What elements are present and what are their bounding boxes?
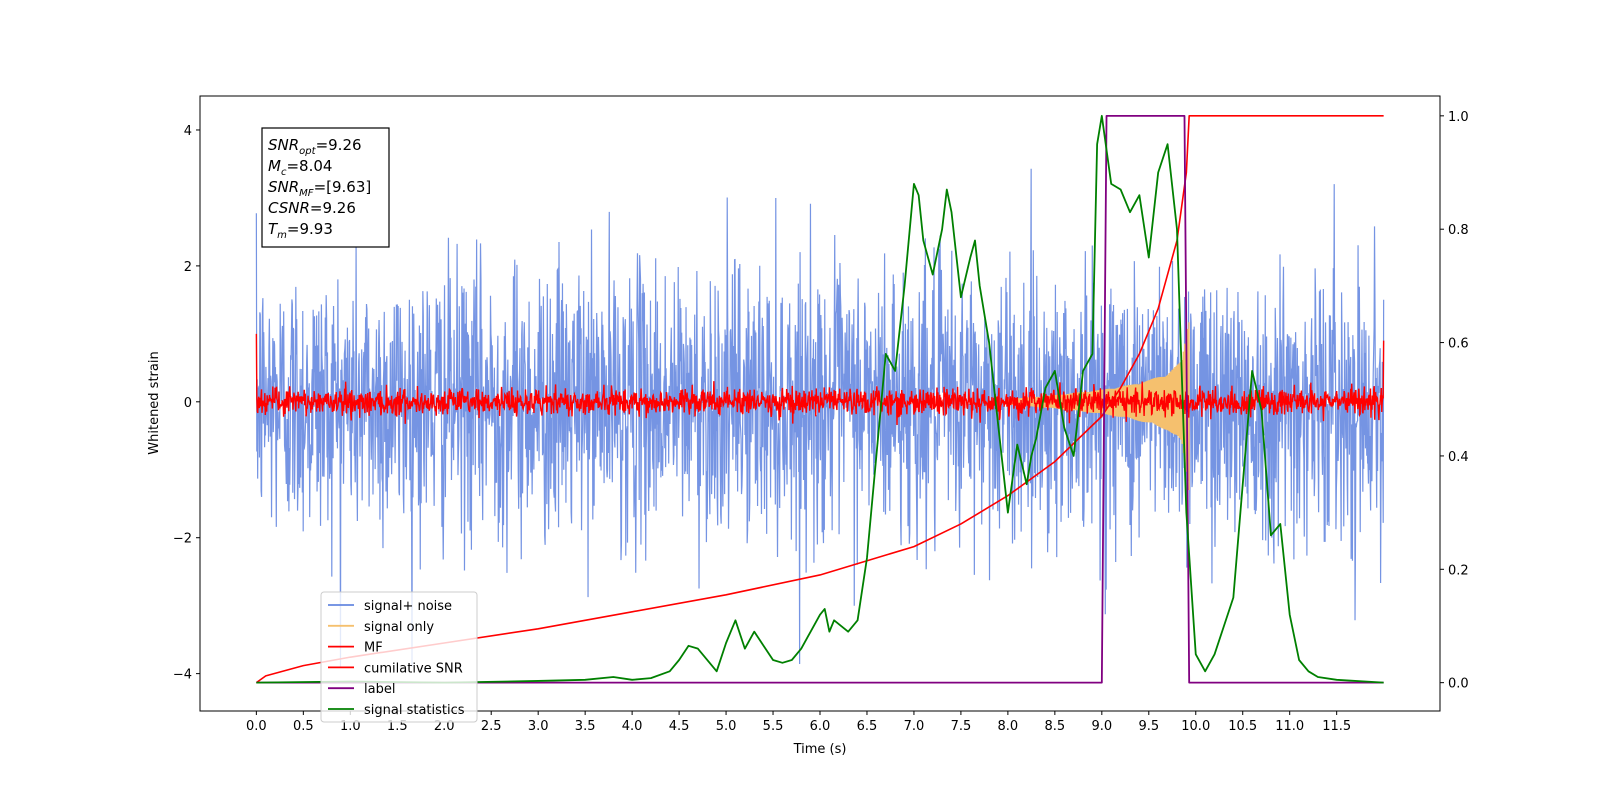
x-tick-label: 4.5: [669, 719, 690, 734]
x-tick-label: 1.5: [387, 719, 408, 734]
x-tick-label: 5.0: [716, 719, 737, 734]
legend-label: MF: [364, 641, 383, 656]
axes-layer: 0.0 0.5 1.0 1.5 2.0 2.5 3.0 3.5 4.0 4.5 5.0 5.5 6.0 6…: [173, 110, 1469, 734]
y-tick-label: 0: [184, 396, 192, 411]
legend-label: label: [364, 682, 395, 697]
y-right-tick-label: 0.6: [1448, 337, 1469, 352]
y-tick-label: 2: [184, 260, 192, 275]
legend: signal+ noise signal only MF cumilative SNR…: [320, 591, 478, 723]
x-tick-label: 0.5: [293, 719, 314, 734]
y-tick-label: −2: [173, 532, 192, 547]
series-label-line: [256, 114, 1384, 684]
series-signal-statistics-line: [256, 114, 1384, 684]
x-tick-label: 9.5: [1138, 719, 1159, 734]
x-tick-label: 10.0: [1181, 719, 1210, 734]
legend-frame: [320, 591, 478, 723]
y-tick-label: 4: [184, 124, 192, 139]
legend-label: signal only: [364, 620, 434, 635]
annotation-line: CSNR=9.26: [268, 199, 356, 217]
x-tick-label: 3.0: [528, 719, 549, 734]
legend-label: signal statistics: [364, 703, 465, 718]
y-right-tick-label: 0.8: [1448, 223, 1469, 238]
legend-label: cumilative SNR: [364, 661, 463, 676]
x-tick-label: 4.0: [622, 719, 643, 734]
x-tick-label: 6.5: [857, 719, 878, 734]
y-tick-label: −4: [173, 668, 192, 683]
x-tick-label: 6.0: [810, 719, 831, 734]
y-right-tick-label: 0.4: [1448, 450, 1469, 465]
annotation-frame: [261, 127, 390, 248]
x-tick-label: 2.5: [481, 719, 502, 734]
legend-label: signal+ noise: [364, 599, 452, 614]
series-signal-noise-line: [255, 168, 1385, 667]
x-tick-label: 2.0: [434, 719, 455, 734]
x-tick-label: 0.0: [246, 719, 267, 734]
x-tick-label: 7.0: [904, 719, 925, 734]
x-tick-label: 11.0: [1275, 719, 1304, 734]
x-axis-label: Time (s): [793, 742, 847, 757]
annotation-line: SNRMF=[9.63]: [268, 178, 371, 199]
x-tick-label: 11.5: [1322, 719, 1351, 734]
x-tick-label: 3.5: [575, 719, 596, 734]
x-tick-label: 9.0: [1091, 719, 1112, 734]
x-tick-label: 1.0: [340, 719, 361, 734]
annotation-line: SNRopt=9.26: [268, 136, 362, 157]
x-tick-label: 8.5: [1045, 719, 1066, 734]
x-tick-label: 5.5: [763, 719, 784, 734]
x-tick-label: 8.0: [998, 719, 1019, 734]
annotation-line: Tm=9.93: [268, 220, 333, 241]
x-tick-label: 10.5: [1228, 719, 1257, 734]
x-tick-label: 7.5: [951, 719, 972, 734]
series-mf-line: [255, 333, 1385, 425]
y-right-tick-label: 0.0: [1448, 677, 1469, 692]
annotation-line: Mc=8.04: [268, 157, 332, 178]
y-axis-label: Whitened strain: [147, 351, 162, 454]
y-right-tick-label: 1.0: [1448, 110, 1469, 125]
y-right-tick-label: 0.2: [1448, 563, 1469, 578]
